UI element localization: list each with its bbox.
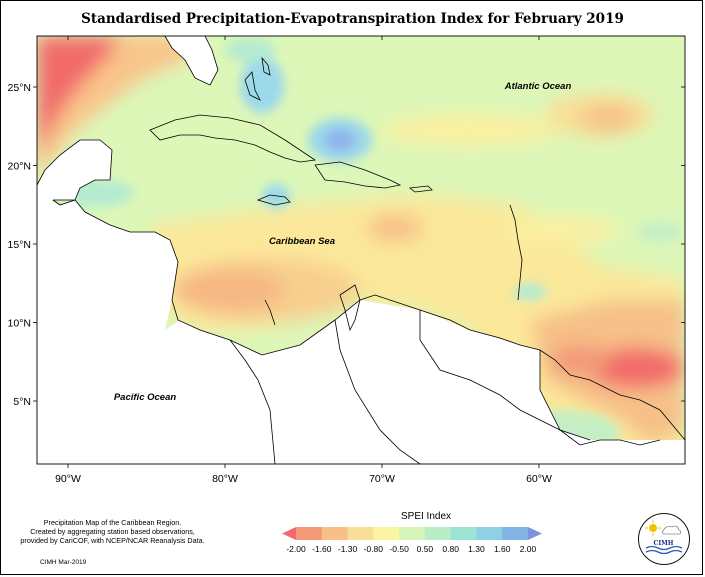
y-tick-label: 5°N	[13, 396, 31, 408]
colorbar-tick-label: -1.30	[338, 544, 358, 554]
colorbar-bin	[321, 527, 349, 540]
caribbean-sea-label: Caribbean Sea	[269, 236, 335, 247]
y-axis: 25°N 20°N 15°N 10°N 5°N	[8, 82, 685, 408]
colorbar-bin	[450, 527, 477, 540]
spei-colorbar: -2.00 -1.60 -1.30 -0.80 -0.50 0.50 0.80 1.30 1.6…	[282, 527, 542, 554]
colorbar-tick-label: 1.30	[468, 544, 485, 554]
colorbar-bin	[296, 527, 323, 540]
colorbar-bin	[282, 527, 296, 540]
x-axis: 90°W 80°W 70°W 60°W	[55, 36, 552, 485]
y-tick-label: 10°N	[8, 318, 31, 330]
map-title: Standardised Precipitation-Evapotranspir…	[81, 11, 624, 27]
x-tick-label: 80°W	[212, 473, 238, 485]
colorbar-tick-label: -2.00	[286, 544, 306, 554]
credit-line: Created by aggregating station based obs…	[30, 527, 195, 536]
colorbar-bin	[373, 527, 400, 540]
y-tick-label: 15°N	[8, 239, 31, 251]
colorbar-bin	[347, 527, 374, 540]
land-and-pacific-mask	[37, 36, 685, 464]
pacific-ocean-label: Pacific Ocean	[114, 392, 177, 403]
logo-text: CIMH	[653, 540, 674, 547]
issue-date: CIMH Mar-2019	[40, 559, 87, 566]
colorbar-tick-label: -1.60	[312, 544, 332, 554]
credit-line: provided by CariCOF, with NCEP/NCAR Rean…	[20, 536, 205, 545]
colorbar-tick-label: 0.50	[417, 544, 434, 554]
colorbar-bin	[399, 527, 426, 540]
colorbar-tick-label: 2.00	[520, 544, 537, 554]
credit-text: Precipitation Map of the Caribbean Regio…	[10, 518, 215, 545]
colorbar-tick-label: -0.50	[389, 544, 409, 554]
colorbar-tick-label: 0.80	[442, 544, 459, 554]
colorbar-bin	[502, 527, 529, 540]
y-tick-label: 20°N	[8, 161, 31, 173]
x-tick-label: 90°W	[55, 473, 81, 485]
atlantic-ocean-label: Atlantic Ocean	[504, 81, 572, 92]
dry-anomaly-regions	[37, 36, 685, 464]
colorbar-bin	[528, 527, 542, 540]
x-tick-label: 60°W	[526, 473, 552, 485]
x-tick-label: 70°W	[369, 473, 395, 485]
colorbar-tick-label: -0.80	[364, 544, 384, 554]
cimh-emblem	[645, 520, 683, 555]
credit-line: Precipitation Map of the Caribbean Regio…	[43, 518, 182, 527]
colorbar-bin	[476, 527, 503, 540]
colorbar-tick-label: 1.60	[494, 544, 511, 554]
cimh-logo: CIMH	[638, 513, 690, 565]
y-tick-label: 25°N	[8, 82, 31, 94]
plot-border	[36, 35, 686, 465]
colorbar-bin	[424, 527, 452, 540]
coastlines	[37, 36, 685, 464]
legend-title: SPEI Index	[400, 511, 452, 522]
